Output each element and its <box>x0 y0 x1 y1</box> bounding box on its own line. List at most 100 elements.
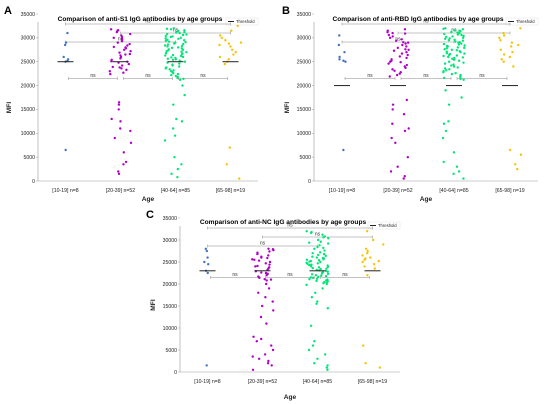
data-point <box>324 269 328 272</box>
data-point <box>458 31 461 35</box>
data-point <box>257 291 260 294</box>
data-point <box>181 52 184 55</box>
data-point <box>270 344 273 347</box>
data-point <box>164 37 167 40</box>
data-point <box>310 273 314 276</box>
data-point <box>120 40 124 43</box>
data-point <box>457 43 461 46</box>
data-point <box>514 163 517 166</box>
data-point <box>236 24 239 28</box>
x-tick-label: [40-64] n=85 <box>439 188 468 194</box>
chart-title: Comparison of anti-RBD IgG antibodies by… <box>332 16 503 23</box>
data-point <box>366 274 369 277</box>
data-point <box>315 256 319 259</box>
data-point <box>393 69 396 72</box>
data-point <box>180 120 184 123</box>
y-tick-label: 0 <box>32 179 35 185</box>
data-point <box>185 33 188 36</box>
data-point <box>125 68 128 72</box>
data-point <box>171 58 175 62</box>
y-tick-label: 25000 <box>297 60 312 66</box>
data-point <box>389 60 392 63</box>
data-point <box>109 72 112 76</box>
data-point <box>394 39 398 42</box>
data-point <box>461 36 465 40</box>
data-point <box>456 46 460 49</box>
data-point <box>239 41 243 44</box>
data-point <box>176 175 179 179</box>
data-point <box>498 36 501 40</box>
data-point <box>258 276 261 280</box>
comparison-label: ns <box>200 73 206 79</box>
data-point <box>305 230 308 233</box>
data-point <box>128 42 131 46</box>
data-point <box>442 122 446 125</box>
data-point <box>326 272 330 276</box>
data-point <box>224 39 227 42</box>
chart-title: Comparison of anti-S1 IgG antibodies by … <box>58 16 223 23</box>
data-point <box>117 108 120 111</box>
data-point <box>181 48 185 51</box>
data-point <box>171 64 174 67</box>
data-point <box>176 167 180 171</box>
data-point <box>179 54 183 58</box>
data-point <box>386 30 389 34</box>
data-point <box>508 148 512 152</box>
data-point <box>458 40 461 44</box>
data-point <box>269 278 273 281</box>
data-point <box>227 58 230 61</box>
data-point <box>120 64 124 67</box>
data-point <box>311 344 315 347</box>
data-point <box>512 65 515 68</box>
legend-label: Threshold <box>378 223 397 228</box>
data-point <box>174 74 178 78</box>
data-point <box>461 56 465 59</box>
y-tick-label: 20000 <box>163 282 178 288</box>
data-point <box>171 127 175 130</box>
data-point <box>460 33 463 37</box>
data-point <box>179 78 182 82</box>
data-point <box>391 122 394 125</box>
data-point <box>517 43 520 47</box>
data-point <box>203 260 206 264</box>
data-point <box>461 28 465 31</box>
data-point <box>268 263 271 266</box>
x-tick-label: [10-19] n=8 <box>194 379 221 385</box>
data-point <box>403 129 407 133</box>
data-point <box>452 151 456 154</box>
data-point <box>502 34 506 37</box>
data-point <box>399 60 402 64</box>
data-point <box>443 32 446 36</box>
data-point <box>173 155 176 159</box>
data-point <box>124 53 127 56</box>
data-point <box>461 39 465 42</box>
comparison-label: ns <box>260 241 266 247</box>
data-point <box>441 136 445 140</box>
data-point <box>227 42 231 45</box>
data-point <box>230 29 233 32</box>
data-point <box>450 72 454 76</box>
data-point <box>118 51 121 54</box>
data-point <box>264 296 267 299</box>
data-point <box>122 71 125 74</box>
data-point <box>394 141 397 145</box>
comparison-label: ns <box>118 37 124 43</box>
data-point <box>406 41 410 44</box>
data-point <box>263 353 267 356</box>
y-tick-label: 5000 <box>299 155 311 161</box>
data-point <box>256 252 259 256</box>
y-tick-label: 25000 <box>21 60 36 66</box>
data-point <box>462 34 465 38</box>
data-point <box>168 68 171 71</box>
data-point <box>401 43 404 47</box>
data-point <box>129 32 132 36</box>
data-point <box>338 55 341 59</box>
data-point <box>390 136 393 140</box>
data-point <box>184 40 187 44</box>
data-point <box>127 62 131 66</box>
data-point <box>172 27 175 30</box>
data-point <box>322 236 325 239</box>
x-axis-label: Age <box>284 394 297 401</box>
data-point <box>445 69 448 72</box>
data-point <box>443 67 447 70</box>
